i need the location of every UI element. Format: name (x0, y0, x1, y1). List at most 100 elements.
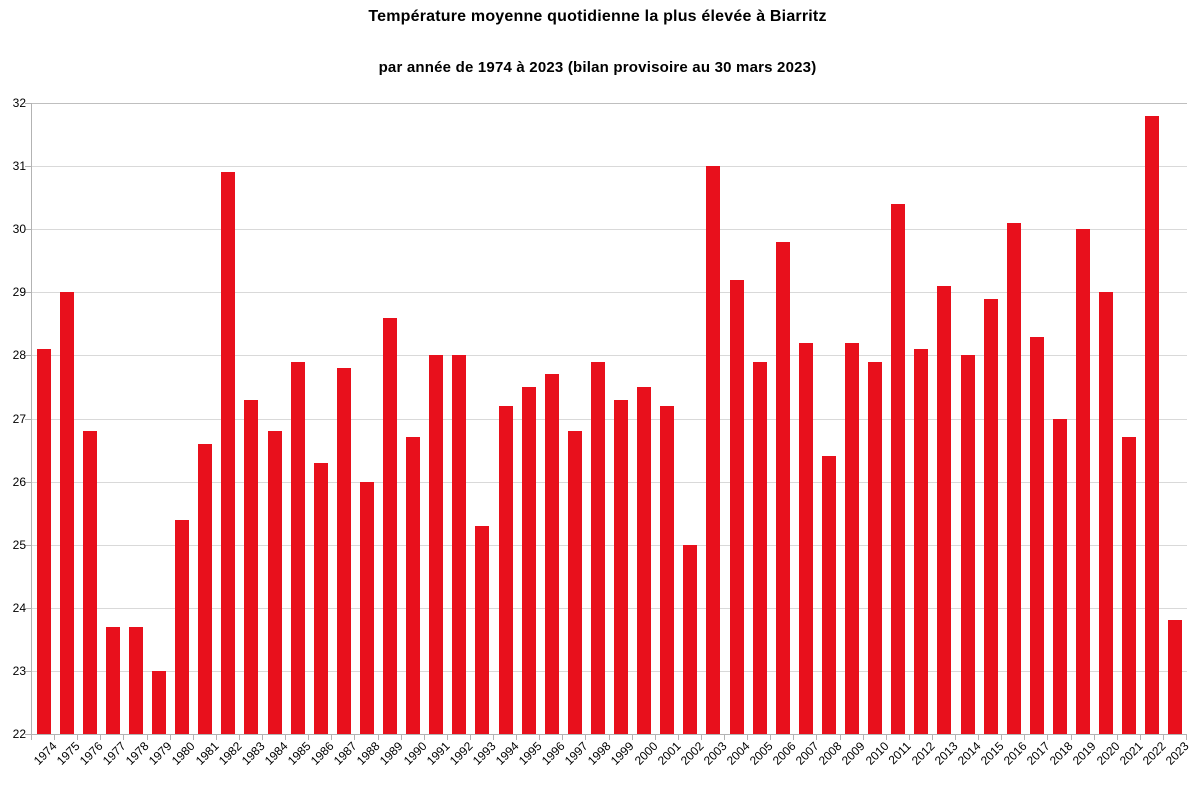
x-axis-tick-label: 1975 (53, 739, 83, 768)
x-axis-tick (562, 735, 563, 740)
bar-2005 (753, 361, 767, 734)
x-axis-tick (863, 735, 864, 740)
bar-2018 (1053, 418, 1067, 734)
bar-1999 (614, 399, 628, 734)
x-axis-tick (424, 735, 425, 740)
bar-2006 (776, 241, 790, 734)
y-axis-tick-label: 28 (12, 348, 26, 362)
x-axis-tick (816, 735, 817, 740)
x-axis-tick-label: 2002 (677, 739, 707, 768)
x-axis-tick-label: 2022 (1139, 739, 1169, 768)
x-axis-tick (123, 735, 124, 740)
y-axis-tick (25, 545, 32, 546)
x-axis-tick-label: 1995 (515, 739, 545, 768)
x-axis-tick (147, 735, 148, 740)
bar-2019 (1076, 229, 1090, 734)
bar-2011 (891, 204, 905, 734)
x-axis-tick-label: 1998 (585, 739, 614, 768)
x-axis-tick-label: 2009 (839, 739, 869, 768)
bar-1994 (499, 405, 513, 734)
y-axis-tick-label: 24 (12, 601, 26, 615)
bar-2017 (1030, 336, 1044, 734)
x-axis-tick-label: 1997 (562, 739, 591, 768)
x-axis-tick-label: 1980 (169, 739, 199, 768)
x-axis-tick (747, 735, 748, 740)
x-axis-tick (170, 735, 171, 740)
x-axis-tick-label: 2013 (931, 739, 961, 768)
bar-2007 (799, 342, 813, 734)
x-axis-tick (470, 735, 471, 740)
bar-2004 (730, 279, 744, 734)
y-gridline (32, 292, 1187, 293)
y-axis-tick (25, 734, 32, 735)
bar-2014 (961, 355, 975, 734)
x-axis-tick-label: 1987 (331, 739, 360, 768)
bar-1982 (221, 172, 235, 734)
x-axis-line (31, 734, 1187, 735)
y-gridline (32, 482, 1187, 483)
bar-2020 (1099, 292, 1113, 734)
x-axis-tick-label: 2004 (723, 739, 753, 768)
x-axis-tick (239, 735, 240, 740)
x-axis-tick-label: 1985 (284, 739, 314, 768)
x-axis-tick (932, 735, 933, 740)
bar-1980 (175, 519, 189, 734)
x-axis-tick-label: 2012 (908, 739, 938, 768)
y-axis-tick (25, 608, 32, 609)
x-axis-tick (216, 735, 217, 740)
x-axis-tick (354, 735, 355, 740)
y-axis-tick (25, 229, 32, 230)
x-axis-tick (632, 735, 633, 740)
x-axis-tick (539, 735, 540, 740)
x-axis-tick-label: 1988 (354, 739, 383, 768)
bar-2002 (683, 544, 697, 734)
x-axis-tick (1001, 735, 1002, 740)
bar-2021 (1122, 437, 1136, 734)
bar-2010 (868, 361, 882, 734)
x-axis-tick (308, 735, 309, 740)
y-gridline (32, 671, 1187, 672)
y-gridline (32, 419, 1187, 420)
x-axis-tick-label: 1994 (492, 739, 522, 768)
bar-1990 (406, 437, 420, 734)
y-axis-tick-label: 31 (12, 159, 26, 173)
x-axis-tick-label: 1982 (215, 739, 245, 768)
y-axis-tick (25, 419, 32, 420)
bar-2000 (637, 386, 651, 734)
bar-1996 (545, 374, 559, 734)
x-axis-tick-label: 1981 (192, 739, 222, 768)
x-axis-tick (1094, 735, 1095, 740)
x-axis-tick-label: 2019 (1070, 739, 1099, 768)
x-axis-tick (655, 735, 656, 740)
x-axis-tick (193, 735, 194, 740)
y-gridline (32, 103, 1187, 104)
bar-2001 (660, 405, 674, 734)
x-axis-tick-label: 2001 (654, 739, 684, 768)
y-gridline (32, 608, 1187, 609)
bar-1974 (37, 349, 51, 734)
y-gridline (32, 229, 1187, 230)
x-axis-tick-label: 1976 (76, 739, 106, 768)
bar-1981 (198, 443, 212, 734)
x-axis-tick-label: 2021 (1116, 739, 1146, 768)
x-axis-tick (378, 735, 379, 740)
x-axis-tick (1163, 735, 1164, 740)
x-axis-tick-label: 2000 (631, 739, 661, 768)
bar-1992 (452, 355, 466, 734)
bar-1976 (83, 431, 97, 734)
x-axis-tick (1024, 735, 1025, 740)
x-axis-tick-label: 1993 (469, 739, 499, 768)
x-axis-tick (840, 735, 841, 740)
x-axis-tick (609, 735, 610, 740)
bar-2022 (1145, 115, 1159, 734)
bar-1979 (152, 670, 166, 734)
x-axis-tick (31, 735, 32, 740)
bar-2003 (706, 166, 720, 734)
x-axis-tick-label: 2006 (769, 739, 799, 768)
x-axis-tick (585, 735, 586, 740)
chart-subtitle: par année de 1974 à 2023 (bilan provisoi… (378, 59, 817, 76)
x-axis-tick (909, 735, 910, 740)
y-axis-tick-label: 25 (12, 538, 26, 552)
bar-2023 (1168, 620, 1182, 734)
y-axis-tick (25, 671, 32, 672)
